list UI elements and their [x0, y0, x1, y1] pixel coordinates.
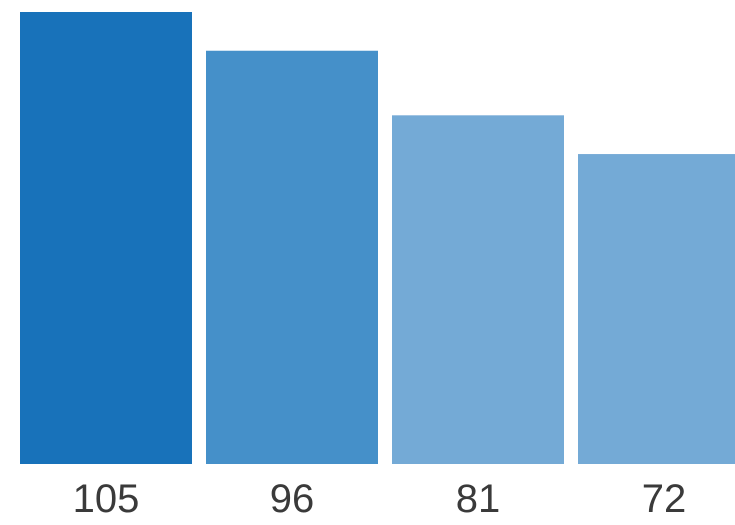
- value-label-1: 105: [73, 477, 140, 521]
- bar-4: [578, 154, 735, 465]
- bar-3: [392, 115, 564, 465]
- bar-1: [20, 12, 192, 464]
- bar-2: [206, 50, 378, 464]
- value-label-3: 81: [456, 477, 501, 521]
- bars: [20, 12, 735, 465]
- value-label-2: 96: [270, 477, 315, 521]
- value-label-4: 72: [642, 477, 687, 521]
- value-labels: 105 96 81 72: [73, 477, 687, 521]
